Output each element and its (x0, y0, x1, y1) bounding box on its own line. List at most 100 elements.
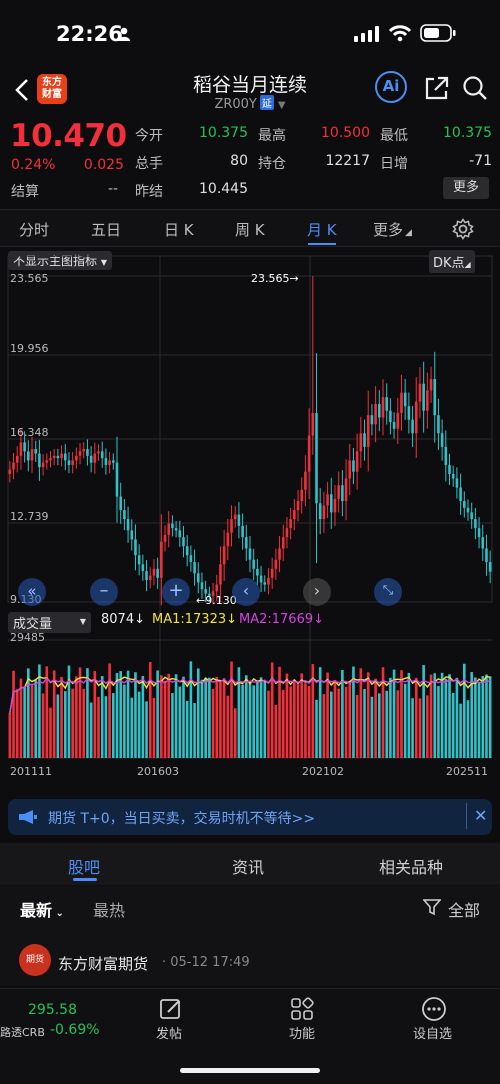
volume-bar (200, 679, 204, 758)
volume-bar (315, 699, 318, 758)
back-arrow-icon[interactable] (14, 78, 30, 102)
volume-bar (481, 676, 485, 758)
grid-icon[interactable] (290, 997, 314, 1021)
post-button[interactable]: 发帖 (156, 1027, 183, 1042)
avatar-text: 期货 (25, 955, 44, 965)
volume-bar (193, 703, 196, 758)
candle-body (403, 392, 407, 407)
candle-body (52, 455, 56, 459)
candle-body (27, 451, 30, 461)
candle-body (141, 564, 145, 572)
high-value: 10.500 (321, 125, 370, 141)
candle-body (49, 458, 52, 461)
candle-body (341, 485, 344, 502)
banner-text: 期货 T+0，当日买卖，交易时机不等待>> (48, 811, 316, 827)
daily-increase-label: 日增 (380, 156, 408, 172)
candle-body (300, 489, 304, 502)
volume-bar (470, 672, 473, 758)
volume-bar (485, 674, 488, 758)
volume-bar (189, 661, 193, 758)
volume-bar (400, 670, 403, 758)
volume-bar (211, 688, 215, 758)
share-icon[interactable] (424, 75, 450, 101)
candle-body (477, 528, 481, 538)
candle-body (137, 555, 141, 565)
volume-bar (204, 677, 207, 758)
kline-chart[interactable]: 不显示主图指标 ▼ DK点◢ 23.565 19.956 16.348 12.7… (0, 248, 500, 793)
promo-banner[interactable]: 期货 T+0，当日买卖，交易时机不等待>> ✕ (8, 799, 492, 835)
date-tick-4: 202511 (446, 765, 488, 778)
prev-settle-label: 昨结 (135, 184, 163, 200)
volume-bar (182, 676, 185, 758)
volume-bar (156, 670, 159, 758)
ai-button[interactable]: Ai (375, 71, 407, 103)
gear-icon[interactable] (452, 218, 474, 240)
function-button[interactable]: 功能 (289, 1027, 316, 1042)
candle-body (185, 546, 189, 556)
volume-bar (385, 690, 388, 758)
tab-monthly-k[interactable]: 月 K (307, 221, 337, 239)
sort-latest[interactable]: 最新 ⌄ (20, 897, 64, 921)
candle-body (67, 460, 71, 465)
candle-body (171, 523, 174, 529)
candle-body (329, 494, 333, 513)
home-indicator (180, 1068, 320, 1073)
edit-icon[interactable] (159, 997, 183, 1021)
volume-bar (52, 670, 56, 758)
fullscreen-button[interactable]: ⤡ (374, 578, 402, 606)
candle-body (182, 537, 185, 547)
more-quote-button[interactable]: 更多 (443, 177, 489, 199)
tab-more[interactable]: 更多 ◢ (373, 219, 412, 240)
candle-body (304, 471, 307, 490)
post-date: · 05-12 17:49 (162, 955, 250, 970)
volume-bar (418, 698, 422, 758)
ai-label: Ai (382, 77, 400, 95)
volume-bar (112, 693, 115, 758)
candle-body (455, 478, 459, 488)
close-icon[interactable]: ✕ (474, 806, 488, 825)
tab-related[interactable]: 相关品种 (379, 858, 444, 877)
more-circle-icon[interactable] (421, 996, 447, 1022)
prev-settle-value: 10.445 (199, 181, 248, 197)
volume-bar (414, 677, 418, 758)
logo-text-bottom: 财富 (42, 89, 62, 100)
tab-weekly-k[interactable]: 周 K (235, 221, 265, 239)
sort-hot[interactable]: 最热 (93, 901, 126, 920)
filter-all[interactable]: 全部 (448, 901, 481, 920)
search-icon[interactable] (462, 75, 488, 101)
contract-code[interactable]: ZR00Y 延 ▼ (0, 95, 500, 112)
tab-guba[interactable]: 股吧 (68, 858, 101, 877)
tab-more-label: 更多 (373, 221, 404, 239)
candle-body (444, 446, 448, 465)
add-watchlist-button[interactable]: 设自选 (413, 1027, 453, 1042)
volume-bar (12, 670, 15, 758)
date-tick-3: 202102 (302, 765, 344, 778)
filter-icon[interactable] (423, 898, 441, 916)
scroll-left-button[interactable]: ‹ (232, 578, 260, 606)
tab-daily-k[interactable]: 日 K (164, 221, 194, 239)
tab-news[interactable]: 资讯 (232, 858, 265, 877)
candle-body (200, 582, 204, 590)
zoom-in-button[interactable]: + (162, 578, 190, 606)
volume-bar (333, 680, 337, 758)
zoom-out-button[interactable]: – (90, 578, 118, 606)
scroll-left-fast-button[interactable]: « (18, 578, 46, 606)
avatar[interactable]: 期货 (19, 944, 51, 976)
volume-indicator-select[interactable]: 成交量 ▼ (8, 612, 91, 633)
crb-value[interactable]: 295.58 (28, 1002, 77, 1018)
volume-max-tick: 29485 (10, 631, 45, 644)
open-interest-label: 持仓 (258, 156, 286, 172)
kline-svg (7, 255, 493, 759)
candle-body (163, 534, 167, 542)
volume-bar (307, 685, 311, 758)
candle-body (474, 519, 477, 529)
candle-body (233, 514, 237, 520)
scroll-right-button[interactable]: › (303, 578, 331, 606)
crb-change: -0.69% (50, 1022, 100, 1038)
candle-body (296, 501, 300, 511)
tab-five-day[interactable]: 五日 (91, 221, 122, 239)
post-author[interactable]: 东方财富期货 (58, 955, 149, 973)
candle-body (259, 575, 263, 583)
volume-bar (152, 697, 156, 758)
tab-intraday[interactable]: 分时 (19, 221, 50, 239)
